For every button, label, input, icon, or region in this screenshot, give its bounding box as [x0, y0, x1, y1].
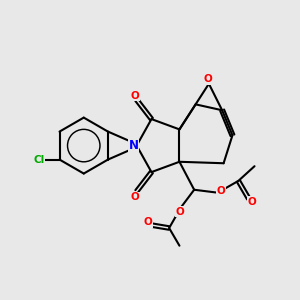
Text: O: O: [131, 192, 140, 202]
Text: N: N: [129, 139, 139, 152]
Text: Cl: Cl: [33, 154, 44, 165]
Text: O: O: [216, 186, 225, 196]
Text: O: O: [203, 74, 212, 84]
Text: O: O: [247, 196, 256, 206]
Text: O: O: [131, 91, 140, 100]
Text: O: O: [175, 207, 184, 217]
Text: O: O: [144, 217, 152, 227]
